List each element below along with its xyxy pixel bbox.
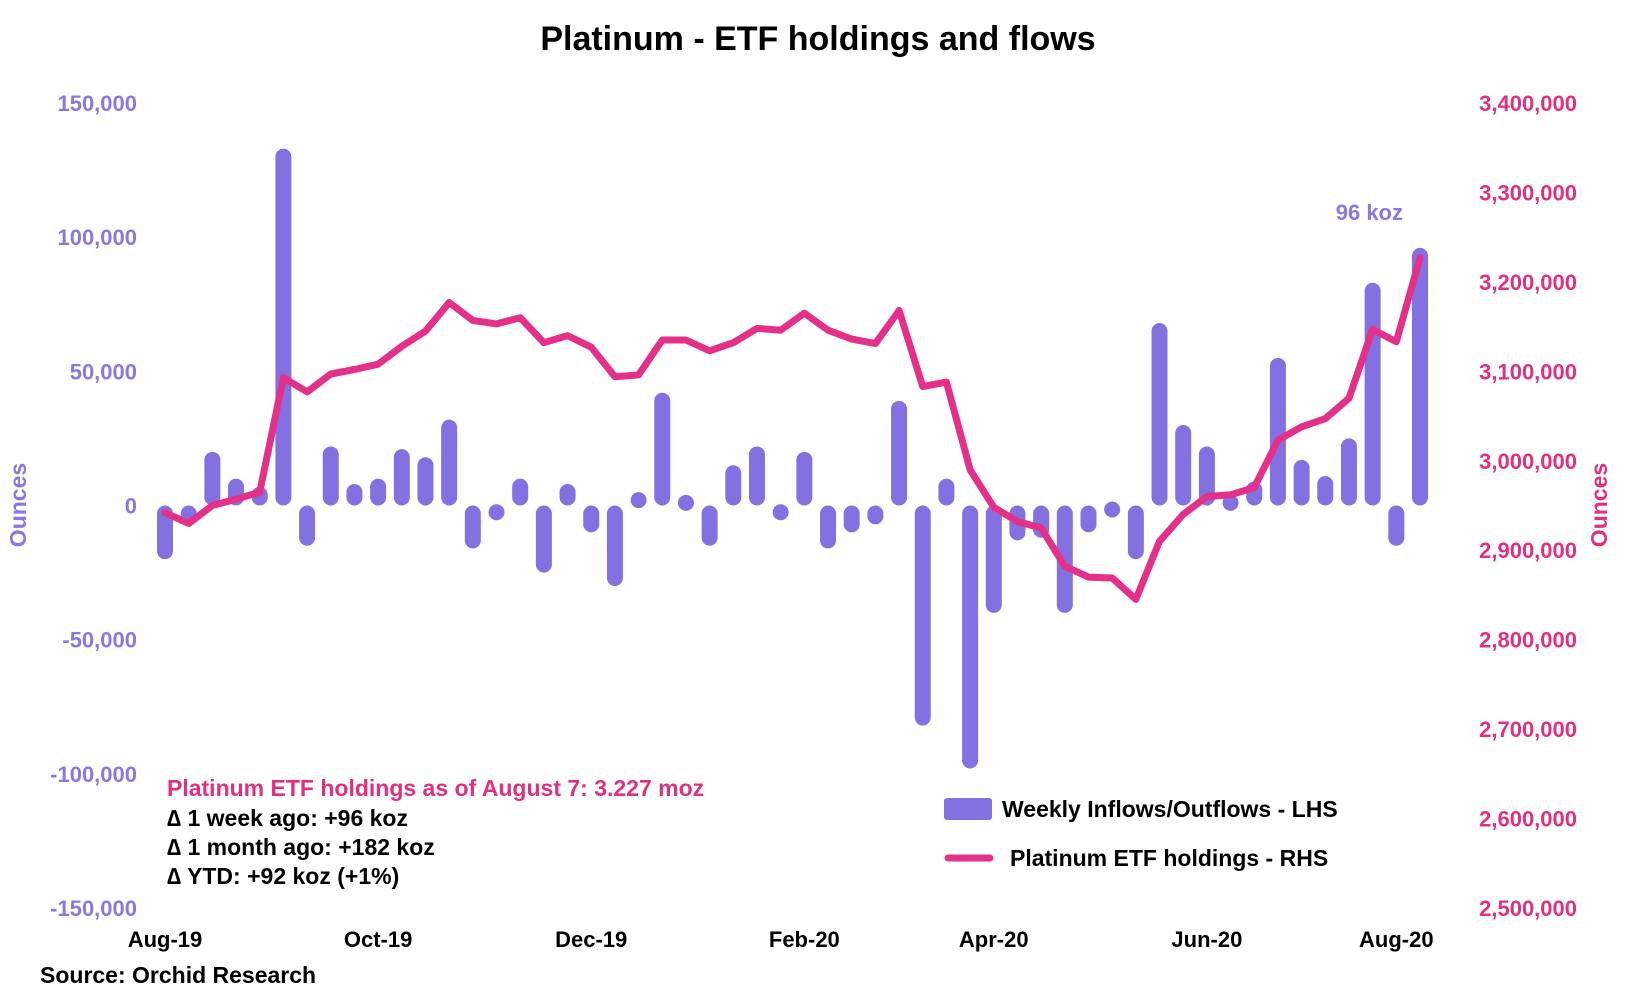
source-note: Source: Orchid Research	[40, 962, 316, 988]
flow-bar	[535, 505, 552, 573]
legend-line-label: Platinum ETF holdings - RHS	[1010, 845, 1328, 871]
flow-bar	[654, 392, 671, 506]
flow-bar	[914, 505, 931, 726]
annotation-title: Platinum ETF holdings as of August 7: 3.…	[167, 775, 704, 801]
flow-bar	[606, 505, 623, 586]
flow-bar	[867, 505, 884, 525]
flow-bar	[441, 419, 458, 506]
flow-bar	[677, 494, 694, 511]
flow-bar	[796, 451, 813, 506]
flow-bar	[1364, 282, 1381, 506]
flow-bar	[346, 484, 363, 506]
right-tick-label: 2,700,000	[1479, 717, 1577, 742]
flow-bar	[1104, 501, 1121, 518]
legend-bar-label: Weekly Inflows/Outflows - LHS	[1002, 796, 1338, 822]
right-tick-label: 2,900,000	[1479, 538, 1577, 563]
left-tick-label: 100,000	[57, 225, 137, 250]
flow-bar	[985, 505, 1002, 613]
flow-bar	[1317, 475, 1334, 506]
annotation-line-month: ∆ 1 month ago: +182 koz	[167, 834, 435, 860]
flow-bar	[299, 505, 316, 546]
bar-series	[157, 148, 1428, 769]
flow-bar	[204, 451, 221, 506]
x-tick-label: Oct-19	[344, 927, 412, 952]
flow-bar	[1412, 247, 1428, 506]
annotation-line-week: ∆ 1 week ago: +96 koz	[167, 805, 408, 831]
legend-bar-swatch	[944, 798, 992, 820]
x-axis-ticks: Aug-19 Oct-19 Dec-19 Feb-20 Apr-20 Jun-20 Aug-…	[128, 927, 1434, 952]
right-tick-label: 3,400,000	[1479, 91, 1577, 116]
right-tick-label: 2,800,000	[1479, 628, 1577, 653]
left-tick-label: -50,000	[62, 628, 137, 653]
flow-bar	[1198, 446, 1215, 506]
left-tick-label: 150,000	[57, 91, 137, 116]
flow-bar	[1151, 323, 1168, 506]
x-tick-label: Jun-20	[1171, 927, 1242, 952]
right-axis-label: Ounces	[1586, 463, 1612, 547]
flow-bar	[275, 148, 292, 506]
flow-bar	[820, 505, 837, 549]
flow-bar	[370, 478, 387, 506]
flow-bar	[559, 484, 576, 506]
peak-annotation: 96 koz	[1336, 200, 1403, 225]
flow-bar	[962, 505, 979, 769]
flow-bar	[1340, 438, 1357, 506]
right-tick-label: 2,600,000	[1479, 807, 1577, 832]
legend: Weekly Inflows/Outflows - LHS Platinum E…	[944, 796, 1338, 871]
right-tick-label: 3,000,000	[1479, 449, 1577, 474]
left-tick-label: -150,000	[50, 896, 137, 921]
flow-bar	[1127, 505, 1144, 560]
x-tick-label: Aug-19	[128, 927, 203, 952]
flow-bar	[1222, 494, 1239, 511]
right-tick-label: 3,300,000	[1479, 180, 1577, 205]
left-axis-ticks: -150,000 -100,000 -50,000 0 50,000 100,000 150…	[50, 91, 137, 921]
flow-bar	[393, 449, 410, 506]
left-tick-label: -100,000	[50, 762, 137, 787]
flow-bar	[748, 446, 765, 506]
x-tick-label: Dec-19	[555, 927, 627, 952]
flow-bar	[1175, 425, 1192, 506]
left-tick-label: 0	[125, 494, 137, 519]
flow-bar	[725, 465, 742, 506]
flow-bar	[488, 504, 505, 521]
holdings-line	[161, 254, 1424, 603]
flow-bar	[464, 505, 481, 549]
flow-bar	[938, 478, 955, 506]
x-tick-label: Aug-20	[1359, 927, 1434, 952]
chart-title: Platinum - ETF holdings and flows	[540, 20, 1095, 58]
holdings-annotation: Platinum ETF holdings as of August 7: 3.…	[167, 775, 704, 889]
flow-bar	[1269, 357, 1286, 506]
left-axis-label: Ounces	[5, 463, 31, 547]
flow-bar	[157, 505, 173, 560]
annotation-line-ytd: ∆ YTD: +92 koz (+1%)	[167, 863, 399, 889]
flow-bar	[322, 446, 339, 506]
x-tick-label: Feb-20	[769, 927, 840, 952]
flow-bar	[417, 457, 434, 506]
flow-bar	[1080, 505, 1097, 533]
flow-bar	[1293, 459, 1310, 506]
flow-bar	[1056, 505, 1073, 613]
flow-bar	[1388, 505, 1405, 546]
right-axis-ticks: 2,500,000 2,600,000 2,700,000 2,800,000 2,90…	[1479, 91, 1577, 921]
right-tick-label: 2,500,000	[1479, 896, 1577, 921]
left-tick-label: 50,000	[70, 359, 137, 384]
flow-bar	[843, 505, 860, 533]
right-tick-label: 3,100,000	[1479, 359, 1577, 384]
x-tick-label: Apr-20	[959, 927, 1029, 952]
flow-bar	[891, 400, 908, 506]
flow-bar	[512, 478, 529, 506]
right-tick-label: 3,200,000	[1479, 270, 1577, 295]
flow-bar	[630, 492, 647, 509]
flow-bar	[583, 505, 600, 533]
flow-bar	[701, 505, 718, 546]
line-series	[161, 254, 1424, 603]
flow-bar	[772, 504, 789, 521]
